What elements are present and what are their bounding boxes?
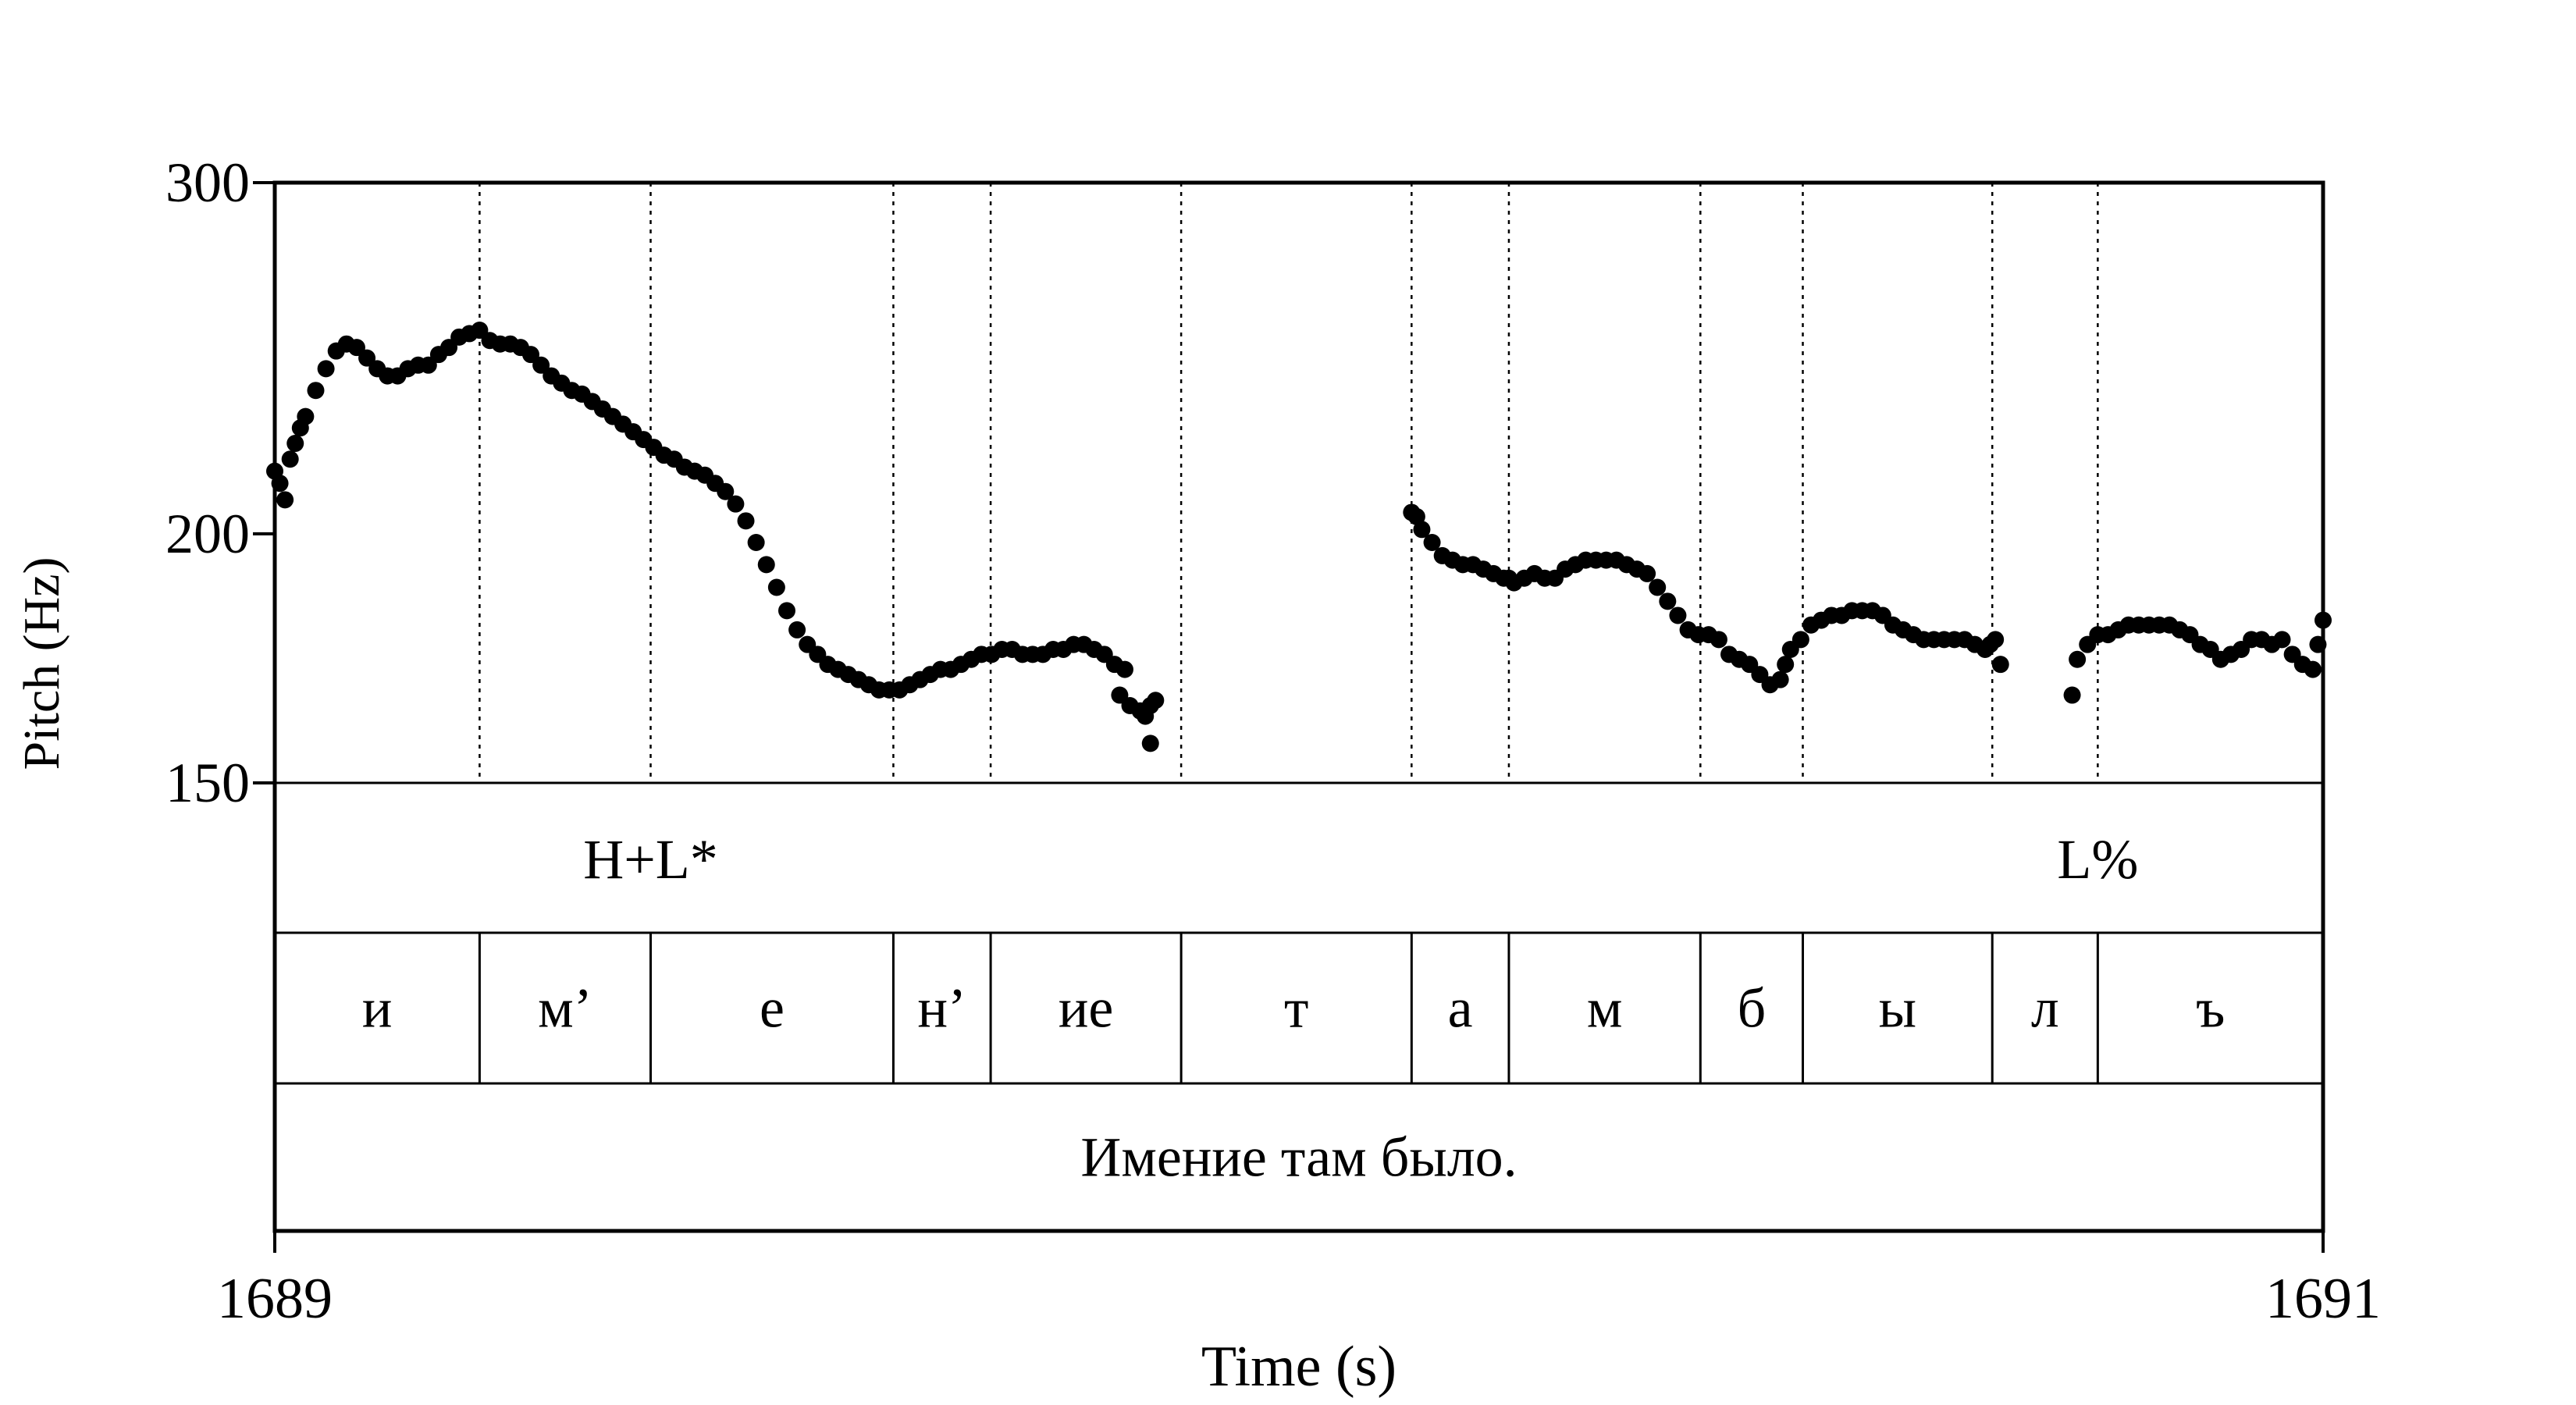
pitch-point (419, 356, 437, 374)
segment-label: ие (1059, 977, 1114, 1040)
pitch-point (1771, 670, 1789, 688)
segment-label: ъ (2196, 977, 2225, 1040)
segment-boundaries (479, 183, 2099, 783)
pitch-point (2069, 650, 2087, 668)
y-tick-label: 200 (165, 503, 250, 565)
segment-label: е (760, 977, 785, 1040)
pitch-point (297, 407, 315, 425)
pitch-point (1115, 660, 1133, 678)
plot-frame (272, 180, 2325, 1233)
pitch-point (1791, 631, 1809, 649)
pitch-point (717, 482, 735, 500)
pitch-point (1423, 533, 1441, 551)
pitch-point (522, 346, 539, 364)
pitch-point (1638, 564, 1656, 582)
axes: 300 200 150 1689 1691 (165, 151, 2381, 1331)
pitch-point (737, 512, 755, 530)
segment-label: л (2031, 977, 2059, 1040)
pitch-point (788, 621, 806, 638)
pitch-point (1649, 578, 1667, 596)
pitch-point (286, 435, 304, 453)
pitch-point (347, 339, 365, 357)
x-tick-label: 1691 (2265, 1267, 2381, 1331)
pitch-point (1991, 656, 2009, 674)
pitch-point (307, 382, 325, 400)
segment-label: м (1587, 977, 1623, 1040)
pitch-point (2273, 631, 2291, 649)
y-tick-label: 150 (165, 752, 250, 814)
pitch-track (266, 322, 2332, 752)
annotation-tiers: H+L* L% и м’ е н’ ие т а м б ы л ъ Имение там было. (362, 828, 2225, 1189)
x-axis-label: Time (s) (1201, 1335, 1397, 1399)
pitch-point (1710, 631, 1727, 649)
y-axis-label: Pitch (Hz) (13, 557, 70, 770)
segment-label: ы (1879, 977, 1916, 1040)
tone-label: L% (2057, 828, 2138, 891)
pitch-point (317, 360, 335, 378)
pitch-point (1141, 735, 1159, 752)
pitch-point (1669, 606, 1687, 624)
pitch-point (757, 556, 775, 574)
pitch-point (276, 491, 294, 509)
pitch-point (767, 578, 785, 596)
segment-label: б (1738, 977, 1767, 1040)
pitch-point (1147, 692, 1165, 710)
pitch-point (1659, 592, 1677, 610)
pitch-point (1777, 656, 1795, 674)
segment-label: н’ (918, 977, 967, 1040)
pitch-point (358, 349, 376, 367)
pitch-point (532, 356, 550, 374)
pitch-point (281, 450, 299, 468)
sentence-label: Имение там было. (1080, 1126, 1517, 1189)
pitch-point (1111, 686, 1129, 704)
tone-label: H+L* (583, 828, 718, 891)
segment-label: м’ (538, 977, 592, 1040)
x-tick-label: 1689 (217, 1267, 333, 1331)
pitch-point (2304, 660, 2322, 678)
segment-label: т (1284, 977, 1308, 1040)
segment-label: а (1448, 977, 1473, 1040)
pitch-point (747, 533, 765, 551)
pitch-point (1413, 521, 1431, 539)
segment-label: и (362, 977, 393, 1040)
pitch-point (778, 602, 795, 620)
pitch-point (1987, 631, 2005, 649)
pitch-point (2063, 686, 2081, 704)
y-tick-label: 300 (165, 151, 250, 214)
pitch-point (727, 495, 745, 513)
